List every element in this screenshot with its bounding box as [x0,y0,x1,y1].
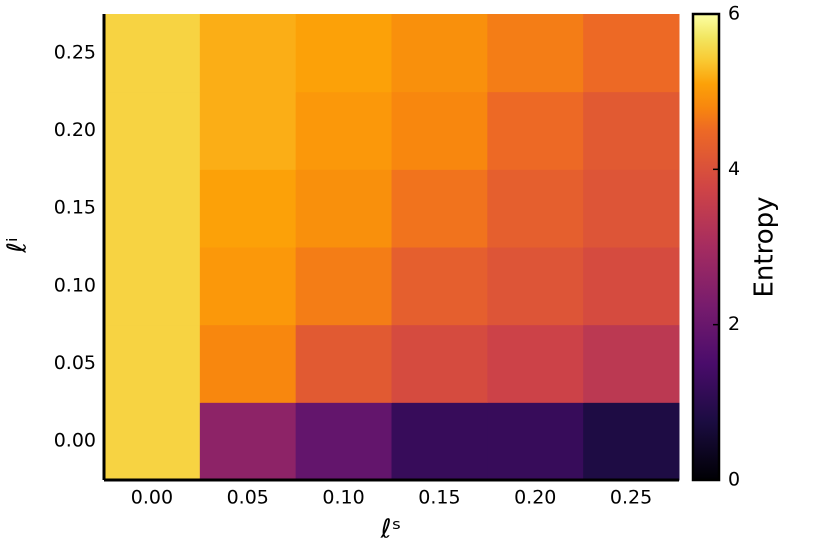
x-tick-label: 0.25 [610,487,652,509]
heatmap-cell [487,402,584,481]
heatmap-cell [583,402,680,481]
heatmap-cell [583,169,680,248]
y-axis-label: ℓⁱ [3,237,33,253]
colorbar-tick-label: 6 [728,3,740,25]
y-tick-label: 0.20 [54,119,96,141]
heatmap-cell [487,324,584,403]
colorbar [691,12,721,482]
heatmap-cell [583,247,680,326]
colorbar-label: Entropy [750,196,780,297]
heatmap-cell [295,14,392,93]
heatmap-cell [487,91,584,170]
heatmap-cell [199,169,297,248]
heatmap-cell [487,169,584,248]
heatmap-cell [295,169,392,248]
x-tick-label: 0.00 [131,487,173,509]
heatmap-cell [391,247,488,326]
colorbar-tick-label: 4 [728,158,740,180]
heatmap-cell [295,324,392,403]
heatmap-cell [391,14,488,93]
heatmap-cell [295,402,392,481]
heatmap-cell [391,169,488,248]
colorbar-tick-label: 0 [728,469,740,491]
y-tick-label: 0.10 [54,274,96,296]
heatmap-cell [104,169,201,248]
heatmap-cell [199,324,297,403]
x-tick-label: 0.05 [227,487,269,509]
heatmap-cell [104,247,201,326]
heatmap-cell [295,91,392,170]
y-tick-label: 0.15 [54,197,96,219]
heatmap-cell [199,14,297,93]
heatmap-cell [104,402,201,481]
y-tick-label: 0.05 [54,352,96,374]
x-axis-label: ℓˢ [380,515,401,545]
heatmap-cell [391,324,488,403]
colorbar-tick-label: 2 [728,313,740,335]
heatmap-cell [583,324,680,403]
heatmap-cell [199,91,297,170]
y-tick-label: 0.00 [54,430,96,452]
heatmap-cell [104,14,201,93]
heatmap-cell [104,324,201,403]
heatmap-cell [391,91,488,170]
heatmap-cell [295,247,392,326]
x-tick-label: 0.10 [322,487,364,509]
heatmap-cell [391,402,488,481]
heatmap-cell [199,247,297,326]
heatmap-cell [104,91,201,170]
heatmap-cell [583,14,680,93]
heatmap-cell [199,402,297,481]
x-tick-label: 0.20 [514,487,556,509]
x-tick-label: 0.15 [418,487,460,509]
y-tick-label: 0.25 [54,41,96,63]
heatmap-cell [487,14,584,93]
heatmap-cell [487,247,584,326]
heatmap-cell [583,91,680,170]
